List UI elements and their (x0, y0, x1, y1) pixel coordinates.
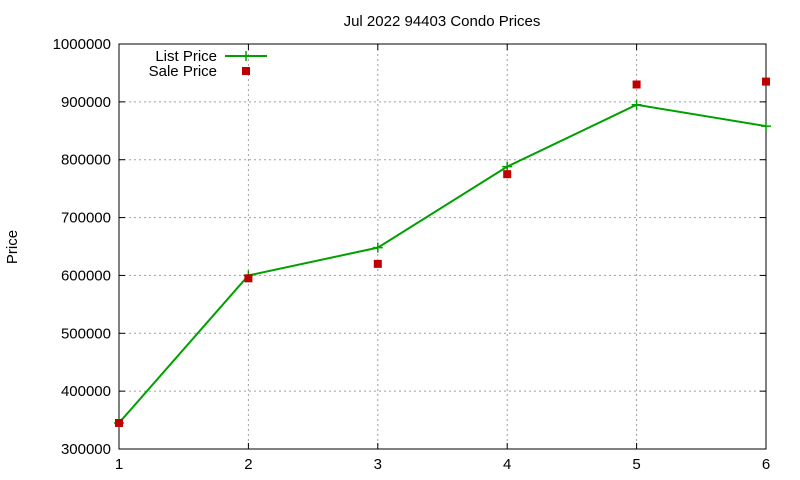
legend-label: List Price (155, 48, 217, 65)
list-price-point (372, 242, 383, 253)
sale-price-point (244, 274, 253, 283)
legend-label: Sale Price (149, 63, 217, 80)
sale-price-point (632, 80, 641, 89)
y-axis-label: Price (4, 230, 21, 264)
legend-swatch-plus (241, 51, 251, 61)
x-tick-label: 4 (503, 456, 511, 473)
list-price-point (761, 121, 771, 132)
y-tick-label: 700000 (61, 210, 111, 227)
y-tick-label: 1000000 (53, 36, 111, 53)
x-tick-label: 3 (374, 456, 382, 473)
axis-ticks: 1 2 3 4 5 6 300000 400000 500000 600000 700000 8000… (53, 36, 771, 473)
series-sale-price (115, 77, 770, 427)
y-tick-label: 600000 (61, 267, 111, 284)
y-tick-label: 500000 (61, 325, 111, 342)
y-tick-label: 300000 (61, 441, 111, 458)
y-tick-label: 800000 (61, 152, 111, 169)
sale-price-point (762, 77, 770, 86)
x-tick-label: 5 (632, 456, 640, 473)
series-layer (114, 77, 771, 428)
sale-price-point (373, 259, 382, 268)
x-tick-label: 1 (115, 456, 123, 473)
x-tick-label: 6 (762, 456, 770, 473)
list-price-line (118, 103, 767, 424)
y-tick-label: 400000 (61, 383, 111, 400)
list-price-point (631, 99, 642, 110)
legend-swatch-square (242, 67, 250, 75)
x-tick-label: 2 (244, 456, 252, 473)
series-list-price (114, 99, 771, 428)
sale-price-point (503, 170, 512, 179)
plot-frame (118, 43, 767, 450)
y-tick-label: 900000 (61, 94, 111, 111)
list-price-point (502, 161, 513, 172)
sale-price-point (115, 418, 123, 427)
chart-title: Jul 2022 94403 Condo Prices (344, 13, 541, 30)
grid-lines (119, 44, 766, 449)
